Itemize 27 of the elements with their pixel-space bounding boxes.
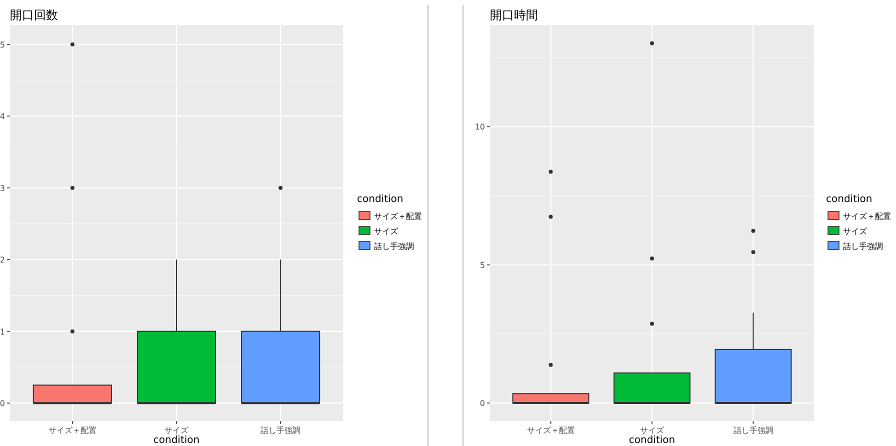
y-tick-label: 2	[0, 256, 5, 265]
legend-label: サイズ＋配置	[843, 212, 891, 221]
x-tick-label: サイズ＋配置	[48, 426, 96, 435]
chart-title: 開口回数	[10, 8, 58, 22]
x-axis-title: condition	[153, 435, 200, 446]
x-tick-label: サイズ	[164, 426, 190, 435]
x-tick-label: 話し手強調	[260, 426, 301, 435]
x-axis-title: condition	[628, 435, 676, 446]
y-tick-label: 5	[0, 40, 5, 50]
y-tick-label: 4	[0, 112, 5, 122]
y-tick-label: 10	[474, 122, 485, 132]
legend-label: サイズ	[843, 227, 868, 236]
chart-title: 開口時間	[490, 8, 538, 22]
legend-label: サイズ	[374, 227, 399, 236]
x-tick-label: 話し手強調	[733, 426, 774, 435]
legend-title: condition	[357, 194, 404, 205]
x-tick-label: サイズ＋配置	[526, 426, 575, 435]
x-tick-label: サイズ	[640, 426, 665, 435]
y-tick-label: 5	[480, 260, 485, 270]
legend-label: サイズ＋配置	[374, 212, 422, 221]
legend-label: 話し手強調	[374, 242, 414, 251]
y-tick-label: 0	[0, 399, 5, 408]
legend-title: condition	[826, 194, 872, 205]
y-tick-label: 1	[0, 327, 5, 336]
legend-label: 話し手強調	[843, 242, 883, 251]
y-tick-label: 0	[480, 399, 485, 408]
y-tick-label: 3	[0, 184, 5, 193]
